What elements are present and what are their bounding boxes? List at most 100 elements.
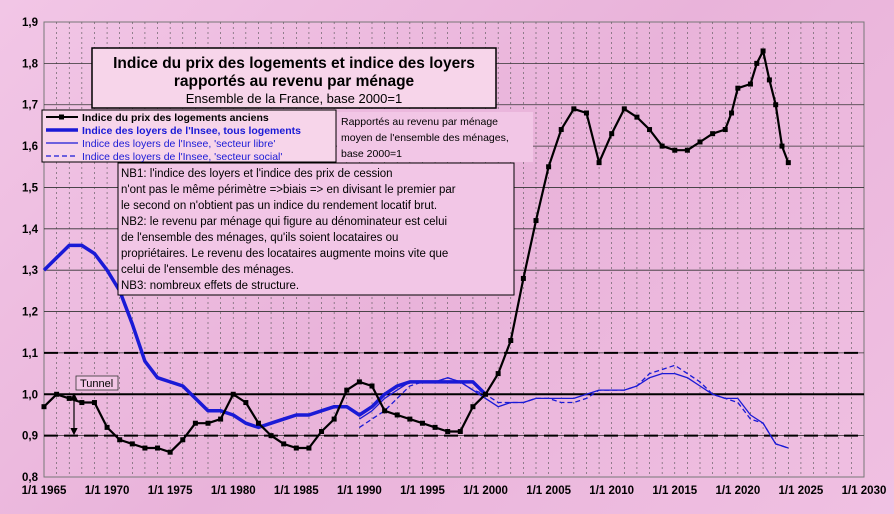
x-tick-label: 1/1 2015 [652, 485, 697, 497]
data-point [760, 48, 766, 54]
data-point [91, 400, 97, 406]
y-tick-label: 1,7 [22, 100, 38, 112]
x-tick-label: 1/1 1975 [148, 485, 193, 497]
note-box: NB1: l'indice des loyers et l'indice des… [117, 162, 515, 296]
data-point [520, 275, 526, 281]
data-point [218, 416, 224, 422]
x-tick-label: 1/1 1985 [274, 485, 319, 497]
plot-area [43, 21, 865, 478]
data-point [621, 106, 627, 112]
note-line-3: le second on n'obtient pas un indice du … [121, 200, 437, 212]
note-line-6: propriétaires. Le revenu des locataires … [121, 248, 448, 260]
data-point [268, 433, 274, 439]
data-point [483, 391, 489, 397]
y-tick-label: 1,4 [22, 224, 39, 236]
data-point [331, 416, 337, 422]
series-line-2 [359, 372, 789, 449]
data-point [659, 143, 665, 149]
data-point [735, 85, 741, 91]
legend-item-loyers-tous: Indice des loyers de l'Insee, tous logem… [46, 125, 301, 137]
reference-lines [44, 351, 864, 437]
data-point [779, 143, 785, 149]
note-line-2: n'ont pas le même périmètre =>biais => e… [121, 184, 456, 196]
annotation-line-1: Rapportés au revenu par ménage [341, 116, 498, 128]
data-point [281, 441, 287, 447]
x-tick-label: 1/1 2025 [779, 485, 824, 497]
data-point [104, 424, 110, 430]
data-point [710, 131, 716, 137]
y-tick-label: 1,1 [22, 348, 39, 360]
data-point [773, 102, 779, 108]
note-line-7: celui de l'ensemble des ménages. [121, 264, 294, 276]
x-tick-label: 1/1 2010 [589, 485, 634, 497]
legend-label-loyers-tous: Indice des loyers de l'Insee, tous logem… [82, 125, 301, 137]
data-point [79, 400, 85, 406]
chart-title-line1: Indice du prix des logements et indice d… [113, 55, 475, 72]
annotation-line-3: base 2000=1 [341, 148, 402, 160]
data-point [54, 391, 60, 397]
x-tick-label: 1/1 1980 [211, 485, 256, 497]
note-line-4: NB2: le revenu par ménage qui figure au … [121, 216, 447, 228]
data-point [754, 60, 760, 66]
data-point [319, 429, 325, 434]
note-line-5: de l'ensemble des ménages, qu'ils soient… [121, 232, 398, 244]
chart-title-line2: rapportés au revenu par ménage [174, 73, 415, 90]
data-point [583, 110, 589, 116]
data-point [205, 420, 211, 426]
data-point [445, 429, 451, 434]
y-tick-label: 0,9 [22, 431, 38, 443]
note-box-frame [117, 162, 515, 296]
x-tick-label: 1/1 1995 [400, 485, 445, 497]
data-point [344, 387, 350, 393]
data-point [66, 395, 72, 401]
legend-item-prix: Indice du prix des logements anciens [46, 112, 269, 124]
annotation-line-2: moyen de l'ensemble des ménages, [341, 132, 509, 144]
data-point [672, 147, 678, 153]
legend-marker-prix [59, 114, 64, 120]
data-point [697, 139, 703, 145]
data-point [155, 445, 161, 451]
legend: Indice du prix des logements anciens Ind… [41, 109, 337, 163]
data-point [722, 127, 728, 133]
data-point [533, 218, 539, 224]
title-box: Indice du prix des logements et indice d… [91, 47, 497, 109]
x-tick-label: 1/1 2030 [842, 485, 887, 497]
data-point [558, 127, 564, 133]
data-point [470, 404, 476, 410]
legend-item-secteur-social: Indice des loyers de l'Insee, 'secteur s… [46, 151, 282, 163]
data-point [634, 114, 640, 120]
data-point [356, 379, 362, 385]
data-point [382, 408, 388, 414]
data-point [546, 164, 552, 170]
series-line-0 [43, 49, 790, 454]
data-point [609, 131, 615, 137]
y-tick-label: 1,3 [22, 265, 38, 277]
axes: 0,8 0,9 1,0 1,1 1,2 1,3 1,4 1,5 1,6 1,7 1,8 1,9 1/1 … [22, 17, 887, 497]
data-point [747, 81, 753, 87]
y-tick-label: 1,0 [22, 389, 38, 401]
data-point [785, 160, 791, 166]
y-tick-label: 1,9 [22, 17, 38, 29]
chart-subtitle: Ensemble de la France, base 2000=1 [186, 91, 402, 106]
x-tick-label: 1/1 2020 [715, 485, 760, 497]
note-line-8: NB3: nombreux effets de structure. [121, 280, 299, 292]
x-tick-label: 1/1 2005 [526, 485, 571, 497]
data-point [419, 420, 425, 426]
data-point [457, 429, 463, 434]
data-point [293, 445, 299, 451]
data-point [129, 441, 135, 447]
data-point [647, 127, 653, 133]
legend-label-prix: Indice du prix des logements anciens [82, 112, 269, 124]
annotation-box-frame [337, 112, 533, 162]
data-point [142, 445, 148, 451]
note-line-1: NB1: l'indice des loyers et l'indice des… [121, 168, 393, 180]
x-tick-label: 1/1 1965 [22, 485, 67, 497]
x-tick-label: 1/1 1970 [85, 485, 130, 497]
y-tick-label: 1,8 [22, 58, 39, 70]
legend-label-secteur-libre: Indice des loyers de l'Insee, 'secteur l… [82, 138, 275, 150]
data-point [255, 420, 261, 426]
data-point [192, 420, 198, 426]
data-point [243, 400, 249, 406]
y-tick-label: 0,8 [22, 472, 39, 484]
